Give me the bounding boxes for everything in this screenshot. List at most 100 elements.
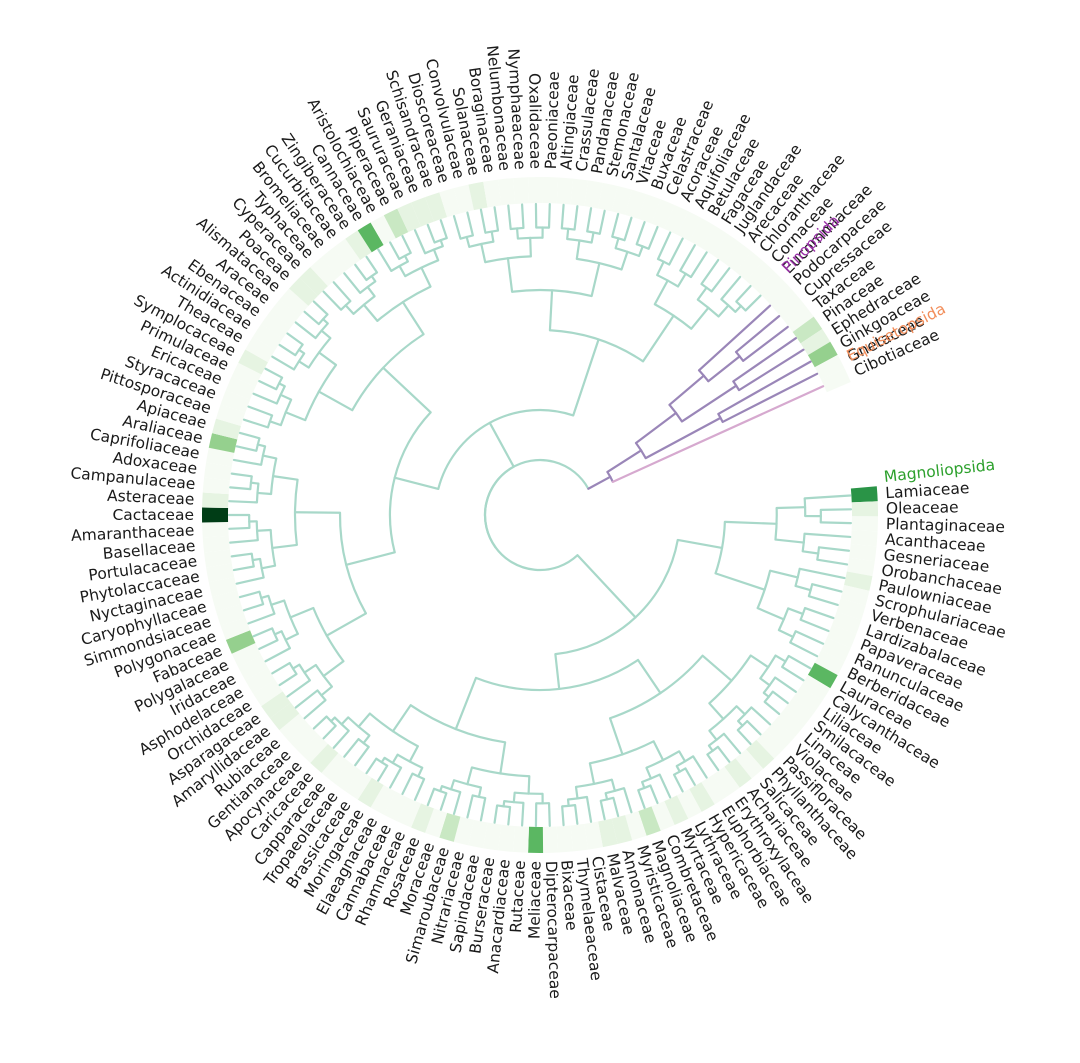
tree-arc	[561, 227, 575, 231]
tree-branch	[668, 237, 684, 266]
heat-cell-santalaceae	[611, 186, 633, 215]
tree-arc	[485, 229, 499, 234]
tree-branch	[452, 791, 462, 815]
tree-branch	[401, 300, 425, 336]
heat-cell-schisandraceae	[425, 192, 448, 222]
tree-branch	[398, 264, 407, 278]
tree-branch	[787, 654, 812, 670]
tree-branch	[242, 418, 270, 429]
heat-cell-brassicaceae	[345, 770, 372, 800]
heat-cell-saururaceae	[397, 202, 421, 233]
heat-cell-acoraceae	[664, 204, 689, 235]
heat-cell-cannabaceae	[383, 791, 409, 822]
heat-cell-cannaceae	[357, 222, 384, 253]
taxon-label: Cactaceae	[112, 506, 194, 524]
heat-cell-polygalaceae	[231, 643, 262, 668]
tree-branch	[284, 411, 307, 422]
tree-arc	[774, 507, 778, 540]
tree-arc	[668, 404, 683, 423]
tree-arc	[549, 329, 644, 363]
heat-cell-myrtaceae	[664, 795, 689, 826]
heat-cell-burseraceae	[483, 822, 502, 851]
heat-cell-lamiaceae	[850, 486, 878, 503]
tree-branch	[252, 392, 278, 405]
heat-cell-rhamnaceae	[397, 797, 421, 828]
tree-arc	[397, 753, 423, 769]
tree-branch	[344, 304, 355, 315]
tree-branch	[391, 753, 399, 765]
heat-cell-dioscoreaceae	[439, 188, 461, 218]
heat-cell-cupressaceae	[775, 293, 805, 321]
tree-branch	[574, 785, 579, 800]
tree-branch	[641, 314, 675, 363]
heat-cell-alismataceae	[279, 288, 309, 317]
heat-cell-annonaceae	[611, 815, 633, 844]
tree-branch	[637, 245, 644, 258]
tree-branch	[264, 367, 284, 379]
tree-branch	[343, 272, 362, 294]
heat-cell-ginkgoaceae	[807, 341, 838, 368]
tree-branch	[548, 289, 554, 332]
tree-branch	[493, 804, 499, 824]
tree-arc	[255, 521, 259, 541]
tree-branch	[610, 778, 616, 792]
heat-cell-polygonaceae	[220, 617, 251, 640]
tree-branch	[365, 255, 379, 274]
tree-branch	[803, 494, 852, 500]
taxon-label: Oleaceae	[886, 498, 959, 517]
tree-branch	[235, 576, 265, 585]
tree-branch	[649, 784, 659, 805]
tree-branch	[312, 300, 329, 316]
heat-cell-smilacaceae	[784, 698, 814, 726]
tree-arc	[347, 716, 371, 737]
tree-branch	[768, 569, 799, 579]
heat-cell-paulowniaceae	[844, 571, 873, 591]
tree-branch	[586, 207, 593, 233]
tree-branch	[506, 257, 514, 293]
heat-cell-oxalidaceae	[528, 177, 544, 204]
tree-arc	[404, 259, 439, 278]
tree-branch	[256, 443, 267, 448]
tree-branch	[789, 641, 819, 658]
tree-branch	[354, 263, 368, 282]
tree-branch	[229, 539, 259, 544]
heat-cell-theaceae	[245, 336, 276, 363]
heat-cell-geraniaceae	[411, 197, 434, 227]
heat-cell-campanulaceae	[202, 477, 230, 495]
tree-branch	[507, 805, 512, 826]
heat-cell-magnoliaceae	[638, 806, 661, 836]
tree-branch	[238, 431, 261, 440]
tree-arc	[756, 570, 772, 609]
taxon-label: Bixaceae	[557, 859, 580, 931]
tree-branch	[692, 755, 708, 779]
heat-cell-simmondsiaceae	[216, 604, 246, 626]
tree-arc	[410, 704, 506, 744]
tree-branch	[345, 551, 396, 566]
tree-branch	[708, 729, 718, 741]
tree-branch	[716, 745, 731, 763]
taxon-label: Oxalidaceae	[525, 73, 544, 169]
tree-branch	[365, 757, 378, 775]
heat-cell-cornaceae	[746, 261, 775, 291]
tree-branch	[322, 724, 337, 740]
heat-cell-araceae	[269, 299, 300, 328]
tree-branch	[756, 607, 785, 621]
tree-branch	[271, 355, 296, 371]
tree-arc	[635, 442, 647, 459]
tree-branch	[759, 677, 771, 687]
heat-cell-aristolochiaceae	[370, 215, 396, 246]
tree-branch	[529, 236, 532, 258]
tree-branch	[255, 528, 272, 532]
heat-cell-stemonaceae	[598, 182, 618, 212]
heat-cell-asphodelaceae	[245, 667, 276, 694]
taxon-label: Asteraceae	[107, 487, 195, 509]
tree-branch	[771, 690, 789, 705]
tree-branch	[678, 750, 687, 763]
tree-arc	[359, 280, 376, 294]
tree-branch	[303, 699, 327, 720]
tree-branch	[620, 250, 629, 271]
tree-arc	[816, 547, 821, 560]
heat-cell-anacardiaceae	[498, 824, 516, 852]
tree-branch	[575, 239, 581, 260]
tree-branch	[598, 209, 606, 235]
